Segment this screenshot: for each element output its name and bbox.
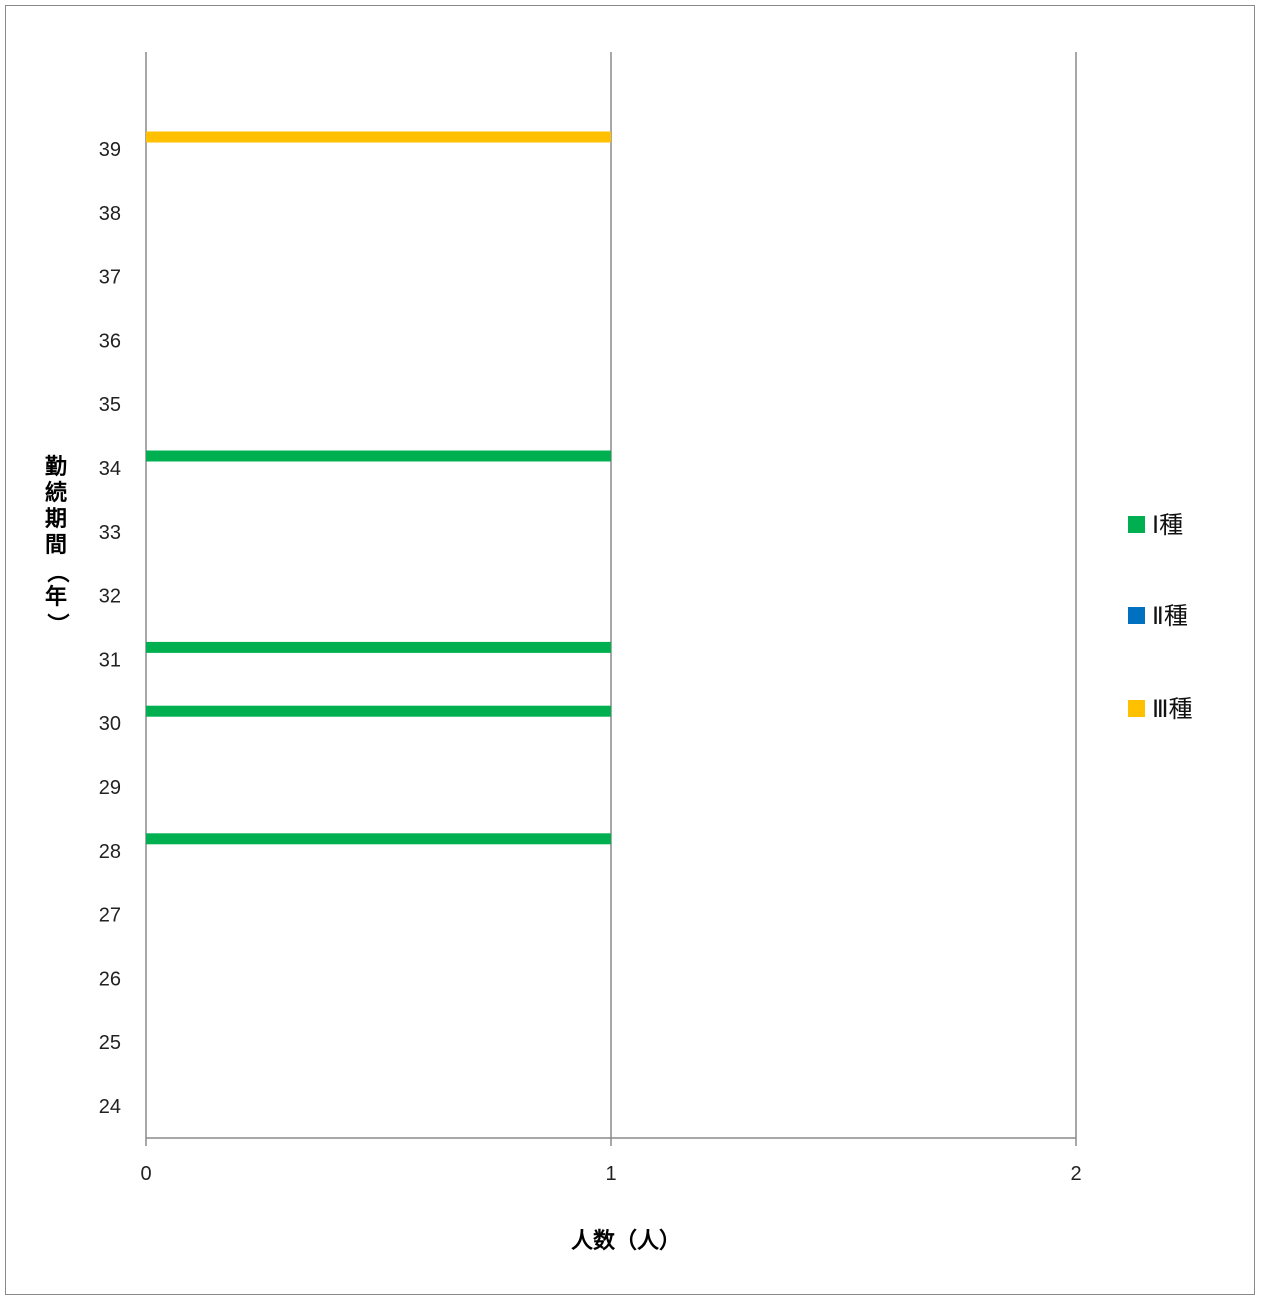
bar xyxy=(146,705,611,717)
y-axis-title-char: （ xyxy=(44,561,69,583)
x-tick-label: 1 xyxy=(605,1163,616,1185)
y-axis-ticks: 24 25 26 27 28 29 30 31 32 33 34 35 36 37 38 39 xyxy=(99,139,121,1118)
bars xyxy=(146,131,611,845)
legend-label: Ⅰ種 xyxy=(1152,511,1183,539)
y-axis-title-char: 年 xyxy=(45,584,67,610)
legend-label: Ⅱ種 xyxy=(1152,602,1188,630)
y-axis-title-char: ） xyxy=(44,613,69,635)
y-tick-label: 35 xyxy=(99,394,121,416)
bar xyxy=(146,641,611,653)
bar xyxy=(146,131,611,143)
y-tick-label: 30 xyxy=(99,713,121,735)
y-tick-label: 34 xyxy=(99,458,121,480)
legend-swatch xyxy=(1128,516,1145,533)
x-axis-ticks: 0 1 2 xyxy=(140,1138,1082,1185)
gridlines xyxy=(145,52,1077,1138)
y-tick-label: 28 xyxy=(99,841,121,863)
y-tick-label: 37 xyxy=(99,267,121,289)
y-axis-title-char: 続 xyxy=(45,480,67,506)
y-tick-label: 26 xyxy=(99,968,121,990)
y-tick-label: 29 xyxy=(99,777,121,799)
y-tick-label: 36 xyxy=(99,330,121,352)
y-axis-title-char: 期 xyxy=(45,507,67,532)
y-tick-label: 31 xyxy=(99,649,121,671)
bar xyxy=(146,833,611,845)
legend: Ⅰ種 Ⅱ種 Ⅲ種 xyxy=(1128,511,1193,723)
y-tick-label: 25 xyxy=(99,1032,121,1054)
y-axis-title-char: 間 xyxy=(45,533,67,558)
legend-label: Ⅲ種 xyxy=(1152,695,1193,723)
legend-swatch xyxy=(1128,607,1145,624)
y-tick-label: 32 xyxy=(99,586,121,608)
y-tick-label: 33 xyxy=(99,522,121,544)
y-tick-label: 24 xyxy=(99,1096,121,1118)
y-tick-label: 39 xyxy=(99,139,121,161)
x-tick-label: 0 xyxy=(140,1163,151,1185)
x-axis-title: 人数（人） xyxy=(571,1228,681,1254)
x-tick-label: 2 xyxy=(1070,1163,1081,1185)
y-tick-label: 38 xyxy=(99,203,121,225)
y-axis-title-char: 勤 xyxy=(45,454,67,480)
bar xyxy=(146,450,611,462)
legend-swatch xyxy=(1128,700,1145,717)
y-tick-label: 27 xyxy=(99,905,121,927)
